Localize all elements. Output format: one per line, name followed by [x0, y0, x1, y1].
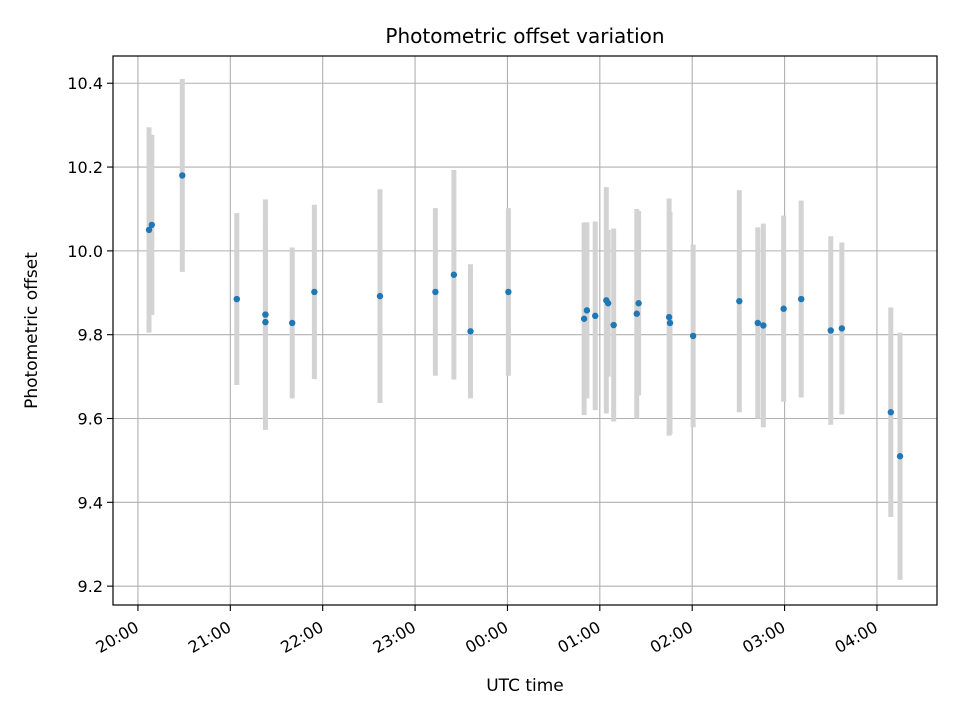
- data-points: [145, 172, 904, 460]
- data-point: [505, 288, 512, 296]
- data-point: [432, 288, 439, 296]
- y-tick-label: 9.6: [78, 410, 103, 429]
- data-point: [610, 321, 617, 329]
- data-point: [233, 295, 240, 303]
- data-point: [145, 226, 153, 234]
- plot-frame: [112, 55, 938, 606]
- data-point: [838, 325, 846, 332]
- data-point: [262, 311, 269, 318]
- y-tick-label: 10.2: [67, 158, 103, 177]
- data-point: [665, 313, 673, 321]
- y-tick-label: 10.4: [67, 74, 103, 93]
- data-point: [467, 328, 474, 335]
- x-tick-label: 01:00: [554, 617, 603, 657]
- x-tick-label: 04:00: [832, 617, 881, 657]
- x-tick-label: 03:00: [739, 617, 788, 657]
- data-point: [179, 172, 186, 179]
- data-point: [780, 305, 787, 312]
- y-tick-label: 9.2: [78, 577, 103, 596]
- y-axis-title: Photometric offset: [22, 252, 42, 409]
- data-point: [376, 292, 384, 300]
- data-point: [689, 332, 697, 340]
- x-tick-label: 21:00: [185, 617, 234, 657]
- data-point: [583, 307, 591, 314]
- y-tick-label: 9.8: [78, 326, 103, 345]
- data-point: [262, 318, 269, 326]
- data-point: [592, 312, 599, 320]
- data-point: [450, 271, 458, 278]
- data-point: [311, 288, 318, 296]
- data-point: [754, 319, 761, 327]
- x-tick-label: 00:00: [462, 617, 511, 657]
- error-bars: [146, 79, 903, 580]
- data-point: [148, 221, 155, 229]
- data-point: [798, 295, 805, 303]
- data-point: [635, 300, 642, 307]
- x-axis-title: UTC time: [486, 676, 564, 696]
- x-tick-label: 22:00: [277, 617, 326, 657]
- data-point: [580, 315, 588, 322]
- data-point: [827, 327, 834, 334]
- data-point: [604, 300, 612, 307]
- data-point: [736, 297, 743, 305]
- data-point: [633, 310, 640, 317]
- x-tick-label: 02:00: [647, 617, 696, 657]
- data-point: [887, 409, 895, 416]
- data-point: [666, 319, 674, 327]
- x-tick-label: 20:00: [93, 617, 142, 657]
- data-point: [289, 319, 296, 327]
- y-tick-label: 9.4: [78, 493, 103, 512]
- data-point: [896, 453, 904, 460]
- x-tick-label: 23:00: [370, 617, 419, 657]
- chart-title: Photometric offset variation: [385, 24, 664, 48]
- y-tick-label: 10.0: [67, 242, 103, 261]
- data-point: [760, 322, 767, 329]
